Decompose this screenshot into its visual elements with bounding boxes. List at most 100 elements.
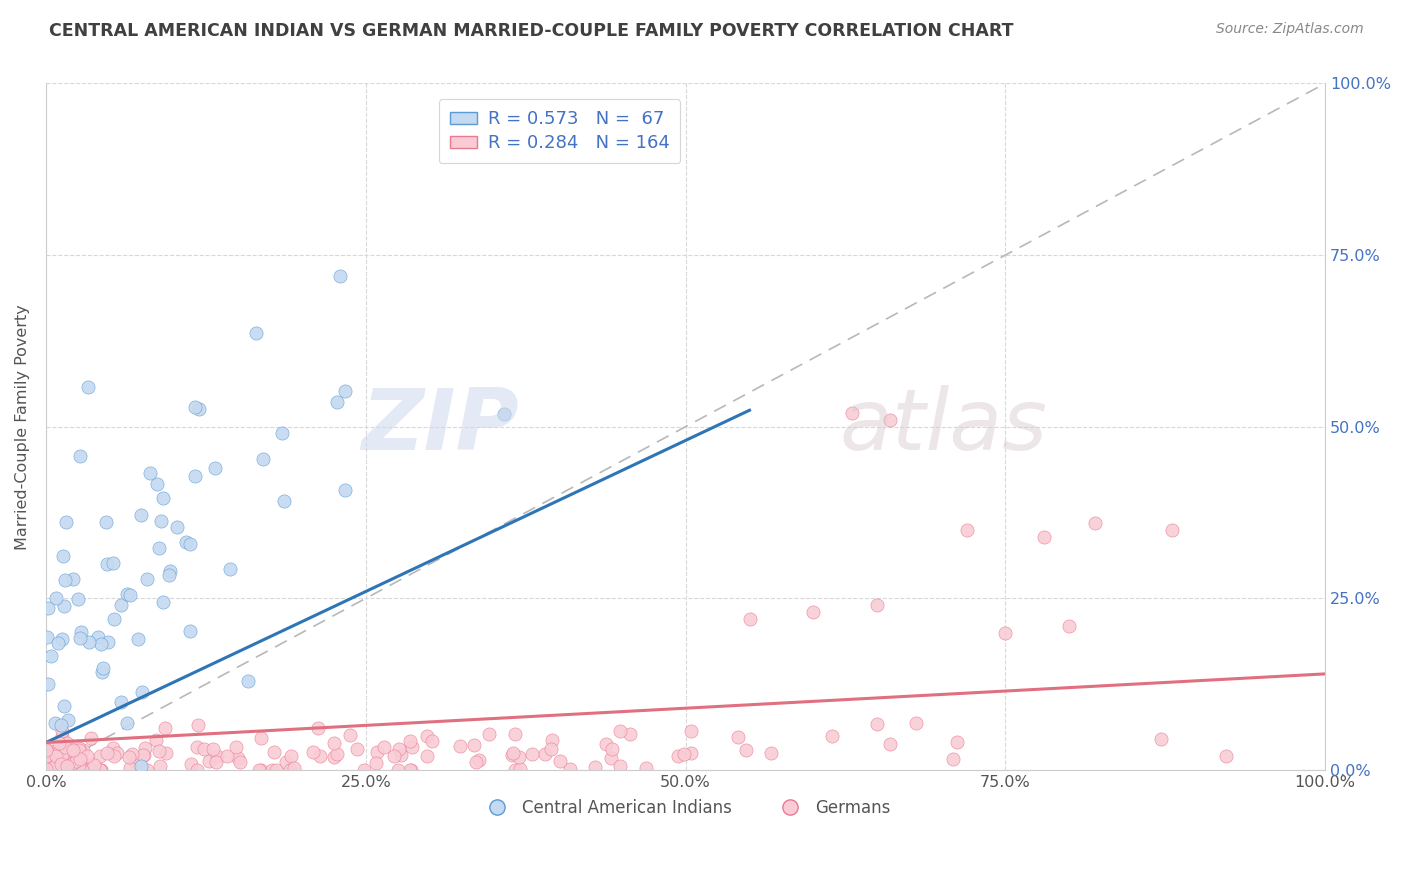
Point [186, 763, 208, 777]
Legend: Central American Indians, Germans: Central American Indians, Germans [474, 792, 897, 823]
Point [247, 763, 270, 777]
Point [76, 748, 98, 763]
Point [153, 721, 176, 735]
Point [679, 723, 702, 738]
Point [110, 695, 132, 709]
Point [174, 534, 197, 549]
Point [52, 549, 75, 564]
Point [96, 746, 118, 760]
Point [1150, 732, 1173, 747]
Point [60, 743, 83, 757]
Point [35, 743, 58, 757]
Point [252, 451, 274, 466]
Point [134, 740, 156, 755]
Point [51, 632, 73, 646]
Point [44, 759, 66, 773]
Point [96, 557, 118, 571]
Point [145, 477, 167, 491]
Point [387, 763, 409, 777]
Point [187, 718, 209, 732]
Point [55, 749, 77, 764]
Point [184, 400, 207, 414]
Point [67, 741, 90, 756]
Point [39, 649, 62, 664]
Point [179, 537, 201, 551]
Point [152, 595, 174, 609]
Point [69, 754, 91, 768]
Point [45, 591, 67, 605]
Point [91, 665, 114, 679]
Point [274, 756, 297, 770]
Point [37, 763, 59, 777]
Point [494, 407, 516, 421]
Point [101, 557, 124, 571]
Point [152, 491, 174, 506]
Point [56, 758, 79, 772]
Point [595, 737, 617, 751]
Point [302, 745, 325, 759]
Point [505, 727, 527, 741]
Point [179, 624, 201, 638]
Point [942, 752, 965, 766]
Point [42, 755, 65, 769]
Point [77, 379, 100, 393]
Point [197, 754, 219, 768]
Point [77, 758, 100, 772]
Point [761, 746, 783, 760]
Point [205, 748, 228, 763]
Point [120, 588, 142, 602]
Point [382, 749, 405, 764]
Point [145, 732, 167, 747]
Point [97, 635, 120, 649]
Point [420, 734, 443, 748]
Point [449, 739, 471, 753]
Point [520, 747, 543, 762]
Point [679, 746, 702, 760]
Point [115, 715, 138, 730]
Text: Source: ZipAtlas.com: Source: ZipAtlas.com [1216, 22, 1364, 37]
Point [215, 748, 238, 763]
Point [132, 747, 155, 762]
Point [90, 763, 112, 777]
Point [46, 763, 69, 777]
Point [309, 749, 332, 764]
Point [183, 469, 205, 483]
Point [89, 749, 111, 764]
Point [44, 763, 66, 777]
Point [956, 523, 979, 537]
Point [49, 718, 72, 732]
Point [229, 755, 252, 769]
Point [866, 717, 889, 731]
Point [994, 625, 1017, 640]
Point [946, 735, 969, 749]
Point [35, 759, 58, 773]
Point [62, 573, 84, 587]
Point [180, 757, 202, 772]
Point [118, 750, 141, 764]
Point [735, 742, 758, 756]
Point [508, 749, 530, 764]
Point [90, 637, 112, 651]
Point [609, 759, 631, 773]
Point [1084, 516, 1107, 530]
Point [55, 763, 77, 777]
Point [226, 751, 249, 765]
Point [53, 740, 76, 755]
Point [339, 728, 361, 742]
Point [666, 748, 689, 763]
Point [103, 612, 125, 626]
Point [135, 763, 157, 777]
Point [204, 461, 226, 475]
Point [35, 742, 58, 756]
Point [66, 591, 89, 606]
Point [416, 730, 439, 744]
Point [205, 755, 228, 769]
Point [373, 739, 395, 754]
Point [821, 729, 844, 743]
Text: ZIP: ZIP [361, 385, 519, 468]
Point [478, 727, 501, 741]
Point [150, 514, 173, 528]
Point [879, 413, 901, 427]
Point [509, 762, 531, 776]
Y-axis label: Married-Couple Family Poverty: Married-Couple Family Poverty [15, 304, 30, 549]
